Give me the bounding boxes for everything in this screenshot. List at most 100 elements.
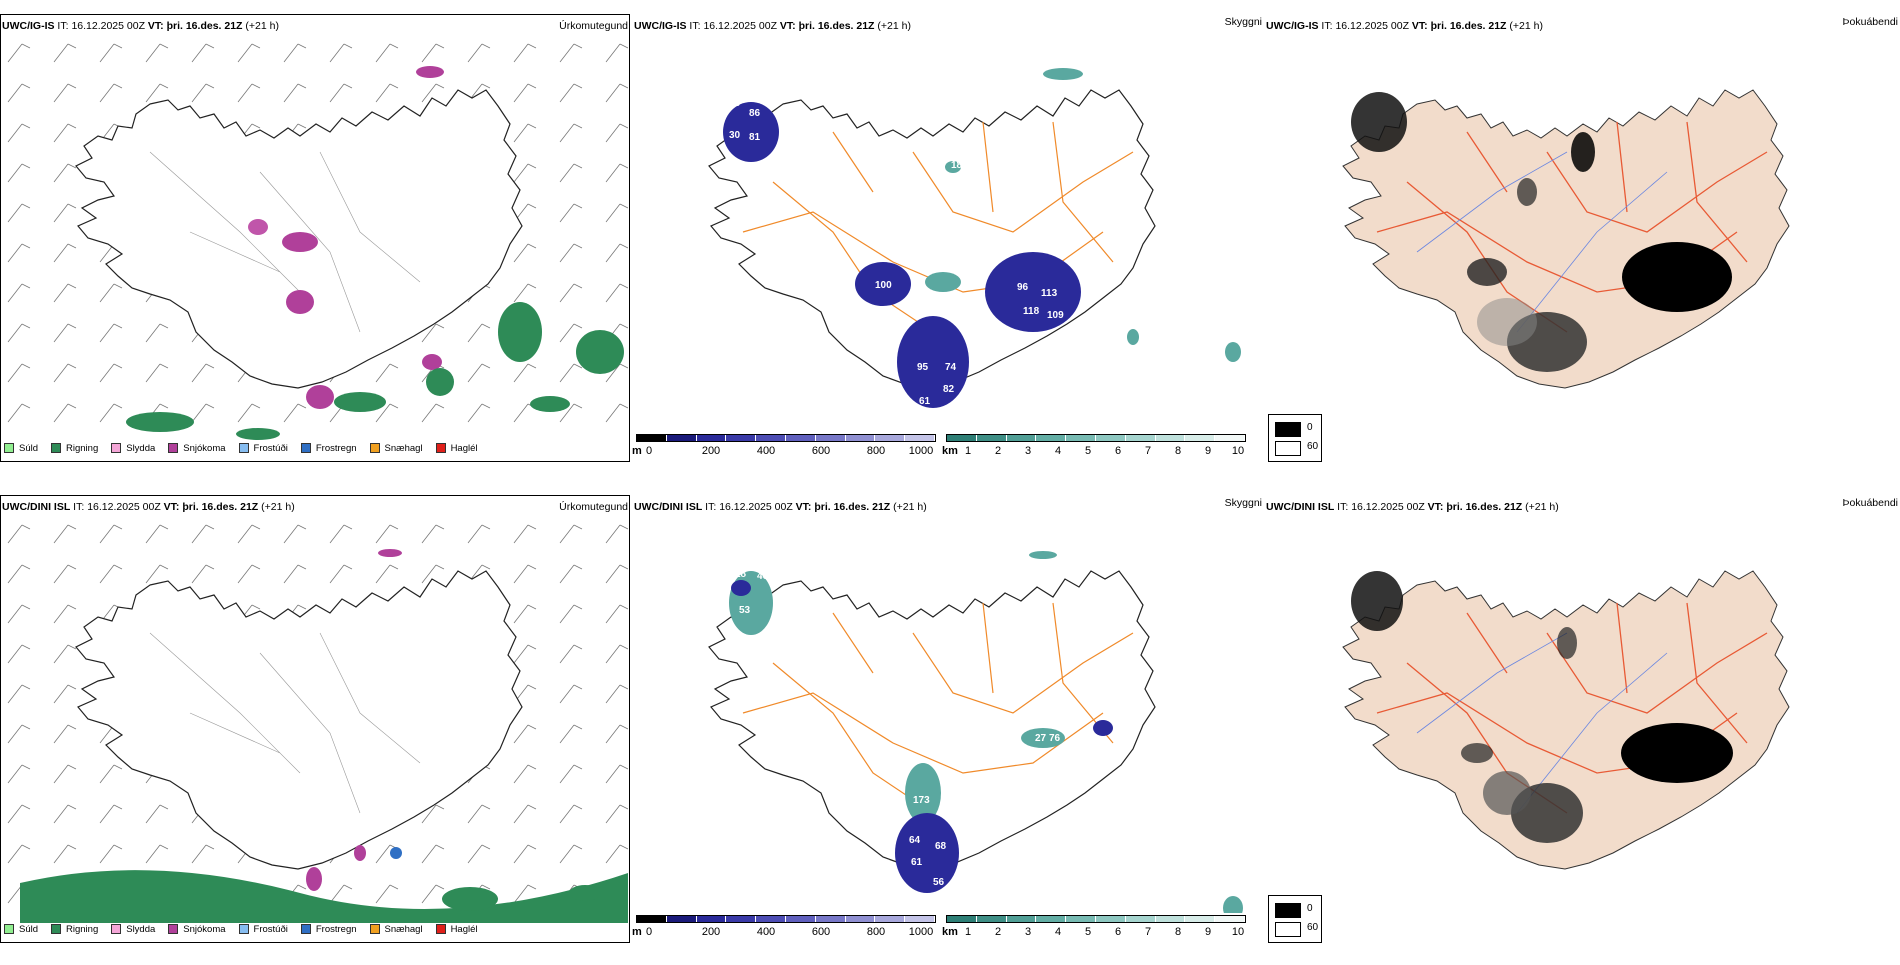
tick-label: 200 bbox=[701, 926, 721, 938]
tick-label: 0 bbox=[645, 926, 653, 938]
tick-label: 5 bbox=[1084, 926, 1092, 938]
snow-value: 18 bbox=[735, 569, 747, 580]
snow-depth-labels: 46 86 81 30 18 100 96 113 118 109 95 74 … bbox=[729, 98, 1064, 407]
snow-value: 53 bbox=[739, 605, 751, 616]
tick-label: 3 bbox=[1024, 445, 1032, 457]
tick-label: 7 bbox=[1144, 445, 1152, 457]
precip-type-panel: UWC/IG-IS IT: 16.12.2025 00Z VT: þri. 16… bbox=[0, 14, 632, 464]
precip-map bbox=[2, 513, 628, 923]
fog-index-panel: UWC/IG-IS IT: 16.12.2025 00Z VT: þri. 16… bbox=[1264, 14, 1900, 464]
tick-label: 600 bbox=[811, 445, 831, 457]
panel-header: UWC/DINI ISL IT: 16.12.2025 00Z VT: þri.… bbox=[634, 501, 927, 513]
snow-value: 76 bbox=[1049, 733, 1061, 744]
tick-label: 800 bbox=[866, 926, 886, 938]
legend-item: Snjókoma bbox=[168, 924, 226, 935]
tick-label: 7 bbox=[1144, 926, 1152, 938]
snow-value: 61 bbox=[919, 396, 931, 407]
snow-depth-colorbar: m 0 200 400 600 800 1000 bbox=[632, 434, 936, 460]
snow-value: 74 bbox=[945, 362, 957, 373]
fog-legend: 0 60 bbox=[1268, 414, 1322, 462]
panel-header: UWC/IG-IS IT: 16.12.2025 00Z VT: þri. 16… bbox=[1266, 20, 1543, 32]
visibility-unit: km bbox=[942, 445, 958, 457]
visibility-map: 46 86 81 30 18 100 96 113 118 109 95 74 … bbox=[708, 68, 1241, 408]
fog-areas bbox=[1351, 571, 1733, 843]
snow-value: 56 bbox=[933, 877, 945, 888]
precip-type-panel: UWC/DINI ISL IT: 16.12.2025 00Z VT: þri.… bbox=[0, 495, 632, 945]
rain-areas bbox=[20, 847, 628, 923]
fog-legend: 0 60 bbox=[1268, 895, 1322, 943]
fog-legend-max: 60 bbox=[1307, 441, 1319, 452]
snow-areas bbox=[306, 549, 402, 891]
snow-value: 113 bbox=[1041, 288, 1058, 299]
snow-value: 30 bbox=[729, 130, 741, 141]
visibility-panel: UWC/IG-IS IT: 16.12.2025 00Z VT: þri. 16… bbox=[632, 14, 1264, 464]
tick-label: 9 bbox=[1204, 926, 1212, 938]
snow-value: 118 bbox=[1023, 306, 1040, 317]
tick-label: 3 bbox=[1024, 926, 1032, 938]
visibility-colorbar: km 1 2 3 4 5 6 7 8 9 10 bbox=[942, 915, 1246, 941]
tick-label: 8 bbox=[1174, 926, 1182, 938]
tick-label: 4 bbox=[1054, 926, 1062, 938]
tick-label: 200 bbox=[701, 445, 721, 457]
tick-label: 6 bbox=[1114, 926, 1122, 938]
snow-depth-unit: m bbox=[632, 926, 642, 938]
fog-areas bbox=[1351, 92, 1732, 372]
fog-legend-min: 0 bbox=[1307, 903, 1313, 914]
tick-label: 600 bbox=[811, 926, 831, 938]
visibility-colorbar: km 1 2 3 4 5 6 7 8 9 10 bbox=[942, 434, 1246, 460]
snow-value: 109 bbox=[1047, 310, 1064, 321]
tick-label: 5 bbox=[1084, 445, 1092, 457]
legend-item: Snæhagl bbox=[369, 924, 423, 935]
snow-value: 82 bbox=[943, 384, 955, 395]
precip-map bbox=[2, 32, 628, 442]
legend-item: Frostúði bbox=[238, 924, 288, 935]
tick-label: 2 bbox=[994, 926, 1002, 938]
panel-title: Úrkomutegund bbox=[559, 501, 628, 513]
legend-item: Haglél bbox=[435, 924, 478, 935]
snow-depth-unit: m bbox=[632, 445, 642, 457]
legend-item: Súld bbox=[4, 443, 38, 454]
snow-value: 100 bbox=[875, 280, 892, 291]
tick-label: 1 bbox=[964, 926, 972, 938]
panel-header: UWC/DINI ISL IT: 16.12.2025 00Z VT: þri.… bbox=[2, 501, 295, 513]
visibility-map: 18 53 46 27 76 173 64 68 61 56 bbox=[708, 551, 1243, 913]
fog-map bbox=[1342, 89, 1790, 389]
legend-item: Frostúði bbox=[238, 443, 288, 454]
snow-value: 27 bbox=[1035, 733, 1047, 744]
tick-label: 4 bbox=[1054, 445, 1062, 457]
panel-title: Þokuábendi bbox=[1842, 497, 1898, 509]
panel-header: UWC/IG-IS IT: 16.12.2025 00Z VT: þri. 16… bbox=[634, 20, 911, 32]
snow-value: 95 bbox=[917, 362, 929, 373]
tick-label: 1000 bbox=[908, 926, 934, 938]
snow-value: 46 bbox=[729, 98, 741, 109]
snow-value: 173 bbox=[913, 795, 930, 806]
tick-label: 1 bbox=[964, 445, 972, 457]
fog-map bbox=[1342, 570, 1790, 870]
snow-depth-labels: 18 53 46 27 76 173 64 68 61 56 bbox=[735, 569, 1061, 888]
fog-legend-min: 0 bbox=[1307, 422, 1313, 433]
tick-label: 8 bbox=[1174, 445, 1182, 457]
panel-title: Skyggni bbox=[1224, 16, 1262, 28]
tick-label: 1000 bbox=[908, 445, 934, 457]
legend-item: Frostregn bbox=[300, 443, 357, 454]
tick-label: 0 bbox=[645, 445, 653, 457]
legend-item: Snjókoma bbox=[168, 443, 226, 454]
visibility-panel: UWC/DINI ISL IT: 16.12.2025 00Z VT: þri.… bbox=[632, 495, 1264, 945]
model-row-igis: UWC/IG-IS IT: 16.12.2025 00Z VT: þri. 16… bbox=[0, 14, 1900, 484]
rain-areas bbox=[126, 302, 624, 440]
tick-label: 2 bbox=[994, 445, 1002, 457]
snow-depth-areas bbox=[723, 68, 1241, 408]
panel-title: Skyggni bbox=[1224, 497, 1262, 509]
fog-legend-max: 60 bbox=[1307, 922, 1319, 933]
fog-index-panel: UWC/DINI ISL IT: 16.12.2025 00Z VT: þri.… bbox=[1264, 495, 1900, 945]
snow-value: 68 bbox=[935, 841, 947, 852]
legend-item: Rigning bbox=[51, 443, 98, 454]
panel-title: Þokuábendi bbox=[1842, 16, 1898, 28]
snow-value: 81 bbox=[749, 132, 761, 143]
precip-legend: Súld Rigning Slydda Snjókoma Frostúði Fr… bbox=[4, 440, 478, 456]
panel-title: Úrkomutegund bbox=[559, 20, 628, 32]
legend-item: Rigning bbox=[51, 924, 98, 935]
tick-label: 10 bbox=[1231, 926, 1245, 938]
tick-label: 6 bbox=[1114, 445, 1122, 457]
legend-item: Slydda bbox=[111, 443, 155, 454]
